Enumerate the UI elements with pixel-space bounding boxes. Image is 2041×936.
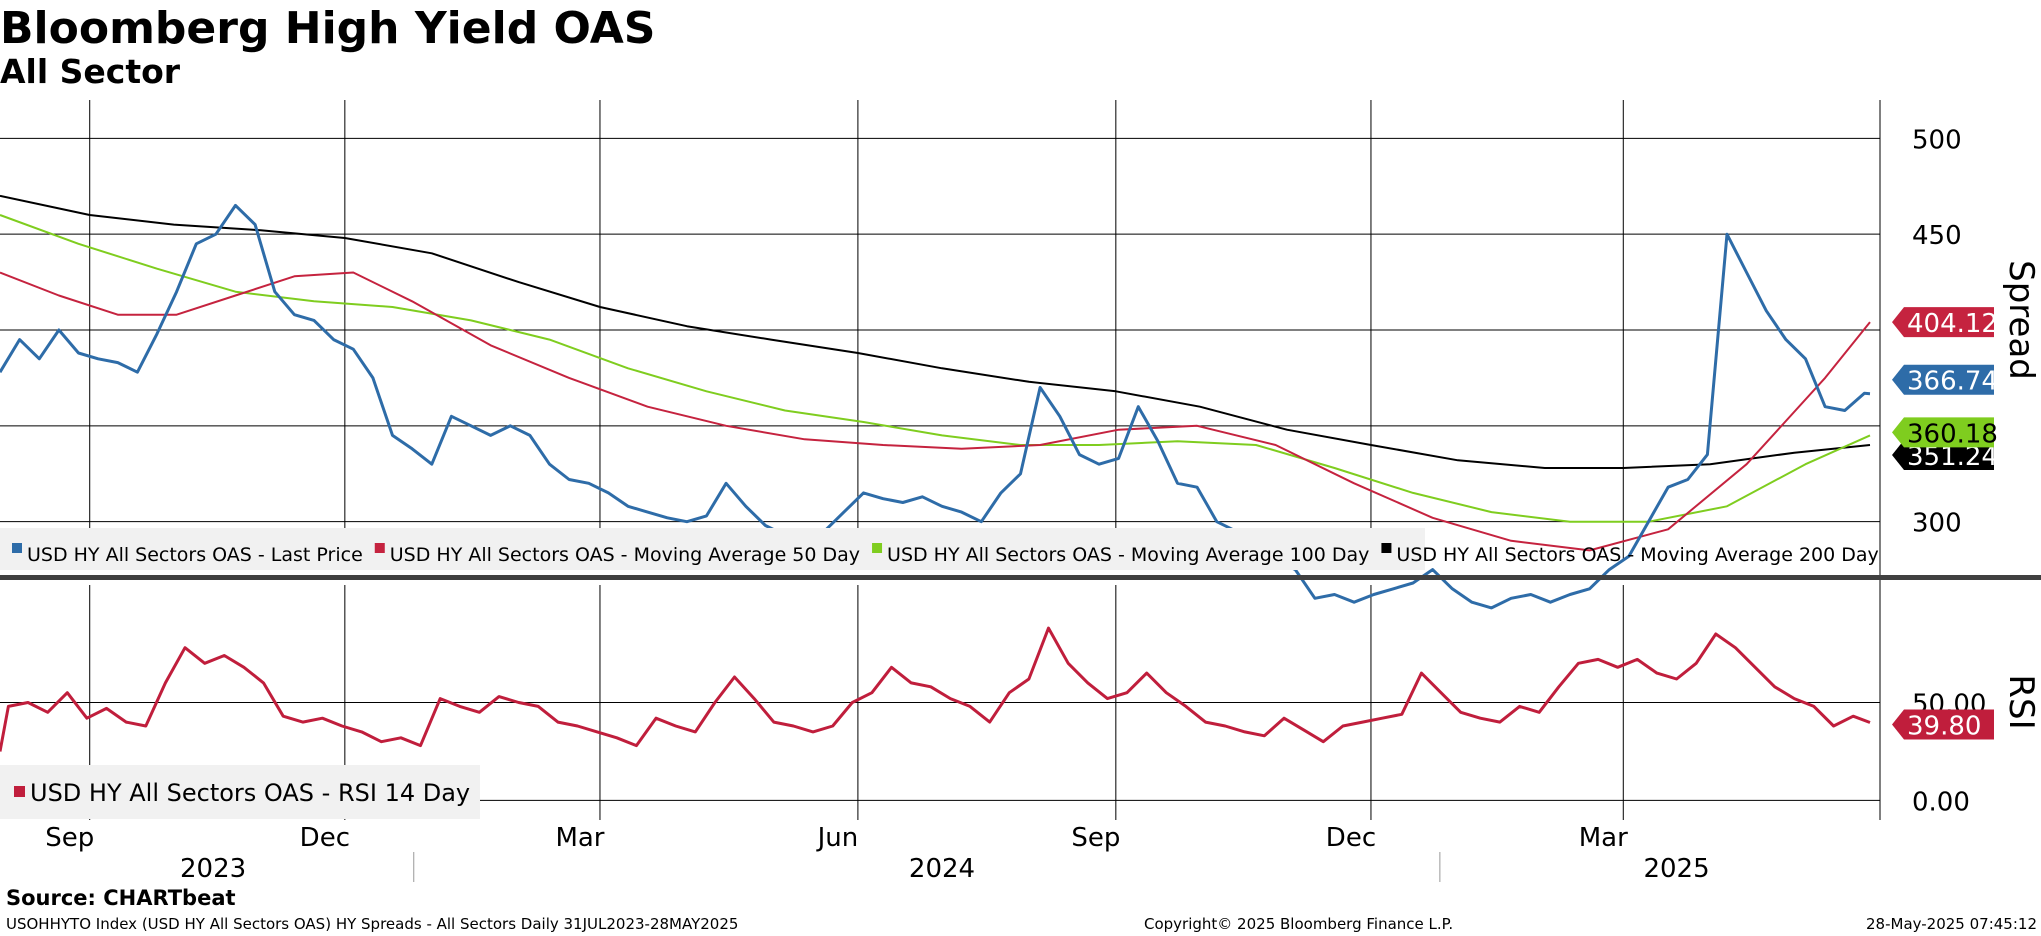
year-label-2023: 2023 bbox=[180, 854, 246, 884]
series-line-rsi bbox=[0, 626, 1871, 752]
legend-swatch-ma100 bbox=[872, 543, 883, 553]
legend-box-upper bbox=[0, 528, 1425, 570]
last-value-rsi: 39.80 bbox=[1907, 711, 1981, 741]
legend-swatch-ma200 bbox=[1381, 543, 1392, 553]
xtick-label-2: Mar bbox=[555, 823, 604, 853]
last-tag-rsi bbox=[1892, 709, 1994, 740]
chart-title: Bloomberg High Yield OAS bbox=[0, 3, 656, 54]
xtick-label-3: Jun bbox=[816, 823, 859, 853]
legend-label-ma50: USD HY All Sectors OAS - Moving Average … bbox=[390, 544, 860, 566]
legend-swatch-ma50 bbox=[374, 543, 385, 553]
xtick-label-6: Mar bbox=[1579, 823, 1628, 853]
legends: USD HY All Sectors OAS - Last Price USD H… bbox=[0, 528, 1879, 819]
ytick-label-upper-450: 450 bbox=[1912, 221, 1962, 251]
ylabel-spread: Spread bbox=[2001, 260, 2041, 380]
legend-swatch-last bbox=[12, 543, 22, 553]
source-note: Source: CHARTbeat bbox=[6, 886, 236, 910]
xtick-label-4: Sep bbox=[1071, 823, 1120, 853]
last-tag-ma100 bbox=[1892, 417, 1994, 448]
xtick-label-5: Dec bbox=[1326, 823, 1376, 853]
xtick-label-1: Dec bbox=[300, 823, 350, 853]
series-line-ma100 bbox=[0, 214, 1871, 523]
last-tag-last bbox=[1892, 364, 1994, 395]
panel-separator bbox=[0, 575, 2041, 580]
footer-timestamp: 28-May-2025 07:45:12 bbox=[1866, 915, 2037, 933]
legend-label-last: USD HY All Sectors OAS - Last Price bbox=[27, 544, 363, 566]
ytick-label-upper-500: 500 bbox=[1912, 125, 1962, 155]
ytick-label-lower-0: 0.00 bbox=[1912, 787, 1970, 817]
upper-series bbox=[0, 194, 1871, 610]
year-label-2024: 2024 bbox=[909, 854, 975, 884]
series-line-ma50 bbox=[0, 271, 1871, 552]
last-value-last: 366.74 bbox=[1907, 367, 1998, 397]
legend-box-lower bbox=[0, 765, 480, 819]
last-tag-ma50 bbox=[1892, 307, 1994, 338]
series-line-ma200 bbox=[0, 194, 1871, 469]
legend-label-rsi: USD HY All Sectors OAS - RSI 14 Day bbox=[30, 779, 470, 807]
xtick-label-0: Sep bbox=[45, 823, 94, 853]
chart-subtitle: All Sector bbox=[0, 52, 181, 91]
footer-copyright: Copyright© 2025 Bloomberg Finance L.P. bbox=[1144, 915, 1454, 933]
legend-label-ma100: USD HY All Sectors OAS - Moving Average … bbox=[887, 544, 1369, 566]
legend-swatch-rsi bbox=[14, 786, 25, 797]
series-line-last bbox=[0, 203, 1871, 610]
lower-series bbox=[0, 626, 1871, 752]
upper-gridlines bbox=[0, 100, 1880, 560]
ylabel-rsi: RSI bbox=[2001, 674, 2041, 729]
legend-label-ma200: USD HY All Sectors OAS - Moving Average … bbox=[1396, 544, 1878, 566]
last-tag-ma200 bbox=[1892, 440, 1994, 470]
footer-index-info: USOHHYTO Index (USD HY All Sectors OAS) … bbox=[6, 915, 739, 933]
last-value-ma100: 360.18 bbox=[1907, 419, 1998, 449]
ytick-label-upper-300: 300 bbox=[1912, 509, 1962, 539]
last-value-ma50: 404.12 bbox=[1907, 309, 1998, 339]
year-label-2025: 2025 bbox=[1643, 854, 1709, 884]
